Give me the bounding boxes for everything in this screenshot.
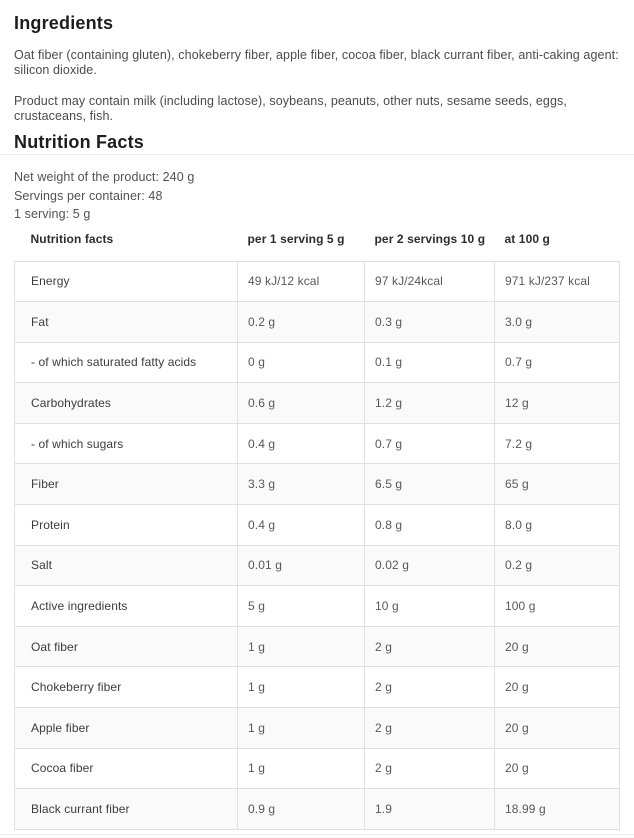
column-header-per-1-serving: per 1 serving 5 g	[247, 231, 345, 246]
row-value-per-serving: 0.4 g	[237, 422, 365, 465]
table-row: Chokeberry fiber 1 g 2 g 20 g	[14, 666, 620, 709]
row-nutrient-label: Cocoa fiber	[14, 747, 238, 790]
row-value-per-two-servings: 2 g	[364, 625, 495, 668]
serving-meta: Net weight of the product: 240 g Serving…	[14, 168, 619, 224]
nutrition-facts-title: Nutrition Facts	[14, 132, 145, 152]
table-row: Carbohydrates 0.6 g 1.2 g 12 g	[14, 382, 620, 424]
column-header-at-100g: at 100 g	[504, 231, 550, 246]
row-value-per-100g: 971 kJ/237 kcal	[494, 260, 620, 303]
row-value-per-serving: 1 g	[237, 666, 365, 709]
row-value-per-100g: 65 g	[494, 463, 620, 506]
row-value-per-serving: 49 kJ/12 kcal	[237, 260, 365, 303]
net-weight-text: Net weight of the product: 240 g	[14, 170, 195, 184]
row-value-per-100g: 3.0 g	[494, 301, 620, 343]
row-nutrient-label: Apple fiber	[14, 707, 238, 749]
row-value-per-serving: 0.9 g	[237, 788, 365, 830]
row-value-per-100g: 0.2 g	[494, 544, 620, 587]
row-value-per-serving: 0.01 g	[237, 544, 365, 587]
row-value-per-100g: 12 g	[494, 382, 620, 424]
row-value-per-serving: 5 g	[237, 585, 365, 627]
row-value-per-two-servings: 0.7 g	[364, 422, 495, 465]
row-value-per-100g: 20 g	[494, 707, 620, 749]
row-value-per-two-servings: 10 g	[364, 585, 495, 627]
row-value-per-serving: 3.3 g	[237, 463, 365, 506]
allergen-warning-text: Product may contain milk (including lact…	[14, 94, 567, 123]
table-row: Cocoa fiber 1 g 2 g 20 g	[14, 747, 620, 790]
ingredients-section: Ingredients Oat fiber (containing gluten…	[0, 13, 634, 124]
row-value-per-100g: 8.0 g	[494, 504, 620, 546]
row-nutrient-label: - of which sugars	[14, 422, 238, 465]
row-value-per-two-servings: 0.02 g	[364, 544, 495, 587]
servings-per-container-text: Servings per container: 48	[14, 188, 163, 203]
row-value-per-two-servings: 0.3 g	[364, 301, 495, 343]
row-nutrient-label: Black currant fiber	[14, 788, 238, 830]
row-value-per-two-servings: 6.5 g	[364, 463, 495, 506]
row-nutrient-label: Chokeberry fiber	[14, 666, 238, 709]
ingredients-title: Ingredients	[14, 13, 114, 33]
ingredients-list-text: Oat fiber (containing gluten), chokeberr…	[14, 48, 619, 77]
row-value-per-serving: 1 g	[237, 707, 365, 749]
nutrition-table-body: Energy 49 kJ/12 kcal 97 kJ/24kcal 971 kJ…	[14, 260, 620, 830]
column-header-nutrition-facts: Nutrition facts	[30, 231, 114, 246]
row-value-per-100g: 18.99 g	[494, 788, 620, 830]
row-value-per-two-servings: 0.8 g	[364, 504, 495, 546]
row-value-per-serving: 0.6 g	[237, 382, 365, 424]
row-value-per-100g: 0.7 g	[494, 341, 620, 384]
table-row: Apple fiber 1 g 2 g 20 g	[14, 707, 620, 749]
row-nutrient-label: Fiber	[14, 463, 238, 506]
row-value-per-100g: 100 g	[494, 585, 620, 627]
table-row: Salt 0.01 g 0.02 g 0.2 g	[14, 544, 620, 587]
row-value-per-100g: 20 g	[494, 747, 620, 790]
table-row: Energy 49 kJ/12 kcal 97 kJ/24kcal 971 kJ…	[14, 260, 620, 303]
row-nutrient-label: Fat	[14, 301, 238, 343]
row-value-per-two-servings: 2 g	[364, 747, 495, 790]
nutrition-table-header: Nutrition facts per 1 serving 5 g per 2 …	[15, 224, 620, 262]
product-info-page: Ingredients Oat fiber (containing gluten…	[0, 13, 634, 835]
row-value-per-two-servings: 97 kJ/24kcal	[364, 260, 495, 303]
row-value-per-serving: 1 g	[237, 625, 365, 668]
nutrition-table: Nutrition facts per 1 serving 5 g per 2 …	[14, 224, 620, 830]
serving-size-text: 1 serving: 5 g	[14, 207, 91, 221]
table-row: Black currant fiber 0.9 g 1.9 18.99 g	[14, 788, 620, 830]
table-header-row: Nutrition facts per 1 serving 5 g per 2 …	[15, 224, 620, 262]
row-value-per-two-servings: 0.1 g	[364, 341, 495, 384]
table-row: Protein 0.4 g 0.8 g 8.0 g	[14, 504, 620, 546]
row-value-per-two-servings: 2 g	[364, 666, 495, 709]
row-nutrient-label: Protein	[14, 504, 238, 546]
row-nutrient-label: Oat fiber	[14, 625, 238, 668]
table-row: - of which sugars 0.4 g 0.7 g 7.2 g	[14, 422, 620, 465]
table-row: - of which saturated fatty acids 0 g 0.1…	[14, 341, 620, 384]
table-row: Active ingredients 5 g 10 g 100 g	[14, 585, 620, 627]
row-nutrient-label: Energy	[14, 260, 238, 303]
row-value-per-two-servings: 1.9	[364, 788, 495, 830]
row-value-per-100g: 20 g	[494, 666, 620, 709]
row-value-per-serving: 0.4 g	[237, 504, 365, 546]
row-nutrient-label: Active ingredients	[14, 585, 238, 627]
nutrition-facts-panel: Net weight of the product: 240 g Serving…	[0, 154, 634, 835]
column-header-per-2-servings: per 2 servings 10 g	[374, 231, 486, 246]
row-value-per-100g: 7.2 g	[494, 422, 620, 465]
row-value-per-two-servings: 1.2 g	[364, 382, 495, 424]
row-value-per-100g: 20 g	[494, 625, 620, 668]
table-row: Fat 0.2 g 0.3 g 3.0 g	[14, 301, 620, 343]
table-row: Oat fiber 1 g 2 g 20 g	[14, 625, 620, 668]
row-nutrient-label: Carbohydrates	[14, 382, 238, 424]
table-row: Fiber 3.3 g 6.5 g 65 g	[14, 463, 620, 506]
row-value-per-serving: 0 g	[237, 341, 365, 384]
row-value-per-serving: 0.2 g	[237, 301, 365, 343]
nutrition-facts-section: Nutrition Facts Net weight of the produc…	[0, 132, 634, 835]
row-nutrient-label: Salt	[14, 544, 238, 587]
row-value-per-two-servings: 2 g	[364, 707, 495, 749]
row-value-per-serving: 1 g	[237, 747, 365, 790]
row-nutrient-label: - of which saturated fatty acids	[14, 341, 238, 384]
